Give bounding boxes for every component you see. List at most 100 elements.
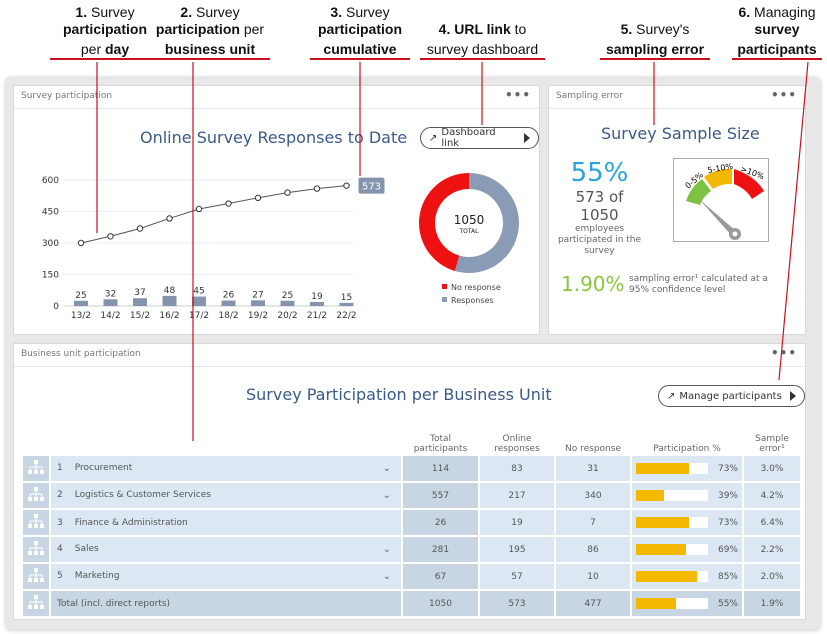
table-row[interactable]: 3 Finance & Administration 26 19 7 73% 6.…: [23, 510, 800, 535]
table-row[interactable]: 1 Procurement ⌄ 114 83 31 73% 3.0%: [23, 456, 800, 481]
no-response: 477: [556, 591, 630, 616]
sampling-error-value: 1.90%: [561, 272, 625, 296]
annotation-1: 1. Survey participation per day: [50, 4, 160, 60]
participation-bar: 69%: [632, 537, 742, 562]
bar-label: 25: [282, 291, 293, 301]
line-point: [343, 182, 350, 189]
gauge-green: [686, 179, 711, 205]
y-tick-label: 150: [42, 271, 59, 281]
chevron-down-icon[interactable]: ⌄: [382, 544, 391, 555]
chevron-down-icon[interactable]: ⌄: [382, 571, 391, 582]
dashboard-link-button[interactable]: ↗ Dashboard link: [420, 127, 539, 149]
annotation-3: 3. Survey participation cumulative: [310, 4, 410, 60]
x-tick-label: 14/2: [100, 311, 120, 321]
x-tick-label: 19/2: [248, 311, 268, 321]
play-icon: [789, 391, 796, 401]
online-responses: 83: [480, 456, 554, 481]
line-point: [313, 185, 321, 192]
annotation-6: 6. Managing survey participants: [732, 4, 822, 60]
online-responses: 217: [480, 483, 554, 508]
business-unit-table: Total participants Online responses No r…: [21, 422, 802, 618]
participation-percent: 55%: [570, 158, 629, 188]
sampling-gauge: 0-5% 5-10% >10%: [673, 158, 769, 242]
gauge-red: [734, 169, 764, 199]
unit-name[interactable]: 3 Finance & Administration: [51, 510, 401, 535]
x-tick-label: 22/2: [336, 311, 356, 321]
unit-name[interactable]: 1 Procurement ⌄: [51, 456, 401, 481]
annotation-5: 5. Survey's sampling error: [600, 21, 710, 60]
total-participants: 26: [403, 510, 478, 535]
bar-label: 19: [311, 292, 323, 302]
sample-error: 2.2%: [744, 537, 800, 562]
gauge-yellow: [704, 168, 732, 189]
no-response: 340: [556, 483, 630, 508]
participation-desc: employees participated in the survey: [557, 224, 642, 256]
chevron-down-icon[interactable]: ⌄: [382, 490, 391, 501]
table-row[interactable]: 5 Marketing ⌄ 67 57 10 85% 2.0%: [23, 564, 800, 589]
sample-error: 6.4%: [744, 510, 800, 535]
x-tick-label: 17/2: [189, 311, 209, 321]
bar: [133, 298, 147, 306]
no-response: 31: [556, 456, 630, 481]
sample-error: 3.0%: [744, 456, 800, 481]
participation-count: 573 of 1050: [575, 188, 624, 224]
participation-bar: 39%: [632, 483, 742, 508]
sample-error: 2.0%: [744, 564, 800, 589]
line-point: [284, 189, 291, 196]
donut-total: 1050: [454, 213, 485, 227]
external-link-icon: ↗: [429, 132, 438, 144]
line-point: [225, 200, 232, 207]
unit-name[interactable]: 2 Logistics & Customer Services ⌄: [51, 483, 401, 508]
x-tick-label: 15/2: [130, 311, 150, 321]
panel-title: Survey participation: [21, 91, 113, 101]
org-chart-icon: [23, 537, 49, 562]
panel-title: Business unit participation: [21, 349, 141, 359]
col-error: Sample error¹: [755, 434, 789, 454]
sample-size-heading: Survey Sample Size: [601, 124, 760, 143]
more-menu-icon[interactable]: •••: [770, 88, 797, 102]
annotation-4: 4. URL link to survey dashboard: [420, 21, 545, 60]
participation-chart: 0 150 300 450 600 25 13/2 32 14/2 37 15/2 48 16/2 45 1…: [42, 173, 519, 321]
table-row[interactable]: 2 Logistics & Customer Services ⌄ 557 217 …: [23, 483, 800, 508]
business-unit-panel: Business unit participation ••• Survey P…: [13, 343, 806, 620]
x-tick-label: 21/2: [307, 311, 327, 321]
bar-label: 25: [75, 291, 86, 301]
unit-name[interactable]: 4 Sales ⌄: [51, 537, 401, 562]
gauge-label: 5-10%: [707, 162, 734, 175]
bar-label: 26: [223, 291, 235, 301]
total-participants: 114: [403, 456, 478, 481]
bar-label: 45: [193, 287, 204, 297]
y-tick-label: 600: [42, 176, 59, 186]
legend-label: Responses: [451, 296, 494, 305]
bar: [280, 300, 295, 306]
online-responses: 57: [480, 564, 554, 589]
total-participants: 557: [403, 483, 478, 508]
col-online: Online responses: [494, 434, 540, 454]
bar: [339, 302, 354, 306]
x-tick-label: 18/2: [218, 311, 238, 321]
line-point: [254, 194, 262, 202]
external-link-icon: ↗: [667, 390, 676, 402]
table-row[interactable]: 4 Sales ⌄ 281 195 86 69% 2.2%: [23, 537, 800, 562]
line-point: [166, 215, 173, 222]
manage-participants-button[interactable]: ↗ Manage participants: [658, 385, 805, 407]
bar-label: 32: [105, 289, 116, 299]
x-tick-label: 16/2: [159, 311, 179, 321]
last-value-label: 573: [362, 182, 381, 193]
annotation-2: 2. Survey participation per business unit: [150, 4, 270, 60]
bar: [310, 302, 324, 306]
participation-bar: 73%: [632, 510, 742, 535]
chevron-down-icon[interactable]: ⌄: [382, 463, 391, 474]
online-responses: 195: [480, 537, 554, 562]
y-tick-label: 450: [42, 208, 59, 218]
total-participants: 67: [403, 564, 478, 589]
org-chart-icon: [23, 510, 49, 535]
bar: [192, 296, 206, 306]
total-row: Total (incl. direct reports) 1050 573 47…: [23, 591, 800, 616]
more-menu-icon[interactable]: •••: [770, 346, 797, 360]
more-menu-icon[interactable]: •••: [504, 88, 531, 102]
unit-name[interactable]: 5 Marketing ⌄: [51, 564, 401, 589]
legend-swatch: [442, 297, 447, 302]
bar: [162, 295, 177, 306]
org-chart-icon: [23, 456, 49, 481]
